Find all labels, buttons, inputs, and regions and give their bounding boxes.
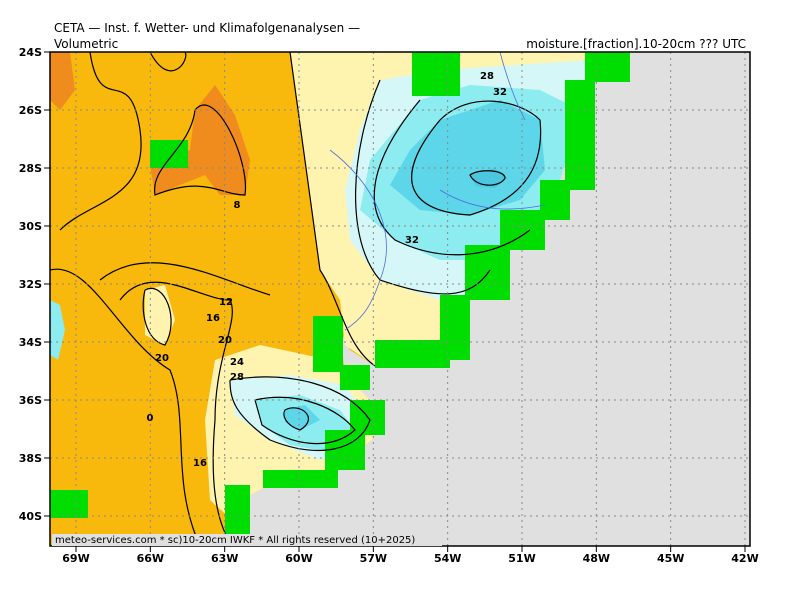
contour-label: 12 [219,297,233,308]
lat-label: 40S [19,510,42,523]
field-label: moisture.[fraction].10-20cm ??? UTC [526,37,746,51]
wettest-region [390,100,545,215]
contour-label: 20 [155,353,169,364]
lon-label: 69W [62,552,89,565]
lon-label: 63W [211,552,238,565]
lon-label: 42W [731,552,758,565]
contour-label: 0 [147,413,154,424]
lon-label: 48W [583,552,610,565]
dry-region [50,52,75,110]
footer-bg [52,534,442,546]
lat-label: 36S [19,394,42,407]
contour-label: 24 [230,357,244,368]
wettest-region [285,405,320,430]
map-area: meteo-services.com * sc)10-20cm IWKF * A… [49,51,751,547]
contour-label: 16 [193,458,207,469]
lat-label: 32S [19,278,42,291]
coastal-cells [50,52,630,546]
lon-label: 45W [657,552,684,565]
subtitle: Volumetric [54,37,118,51]
lon-label: 66W [137,552,164,565]
contour-label: 28 [230,372,244,383]
contour-label: 32 [493,87,507,98]
wet-region [50,300,65,360]
lon-label: 57W [360,552,387,565]
lon-label: 51W [508,552,535,565]
lon-label: 54W [434,552,461,565]
lat-label: 38S [19,452,42,465]
lat-label: 30S [19,220,42,233]
moist-region [145,285,175,345]
contour-label: 28 [480,71,494,82]
footer: meteo-services.com * sc)10-20cm IWKF * A… [55,535,415,546]
lat-label: 26S [19,104,42,117]
title: CETA — Inst. f. Wetter- und Klimafolgena… [54,21,360,35]
lat-label: 28S [19,162,42,175]
contour-label: 32 [405,235,419,246]
lat-label: 34S [19,336,42,349]
rivers [329,51,546,331]
lat-label: 24S [19,46,42,59]
lon-label: 60W [285,552,312,565]
contour-label: 16 [206,313,220,324]
contour-label: 20 [218,335,232,346]
labels: 24S 26S 28S 30S 32S 34S 36S 38S 40S 69W 66W 63W 60W 5… [19,46,759,565]
contours [49,51,542,547]
contour-label: 8 [234,200,241,211]
